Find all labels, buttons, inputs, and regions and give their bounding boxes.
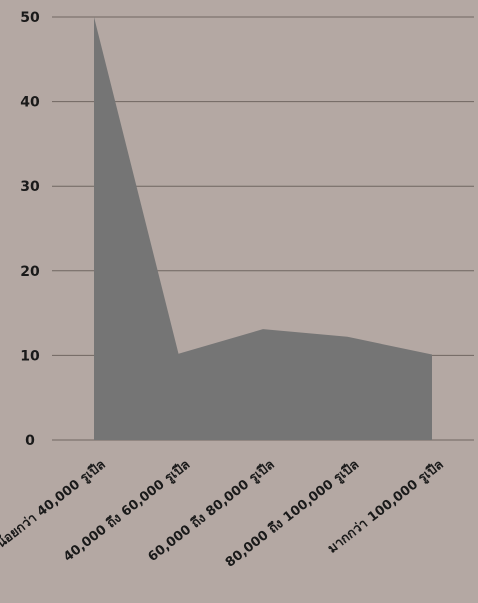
- y-axis-ticks: 0 10 20 30 40 50: [20, 10, 40, 449]
- y-tick-label: 50: [20, 10, 40, 26]
- y-tick-label: 20: [20, 264, 40, 280]
- y-tick-label: 30: [20, 179, 40, 195]
- x-axis-ticks: น้อยกว่า 40,000 รูเปีล40,000 ถึง 60,000 …: [0, 457, 446, 571]
- y-tick-label: 40: [20, 95, 40, 111]
- y-tick-label: 0: [25, 433, 35, 449]
- y-tick-label: 10: [20, 348, 40, 364]
- x-tick-label: 80,000 ถึง 100,000 รูเปีล: [222, 457, 362, 571]
- area-series: [94, 17, 432, 440]
- area-series-fill: [94, 17, 432, 440]
